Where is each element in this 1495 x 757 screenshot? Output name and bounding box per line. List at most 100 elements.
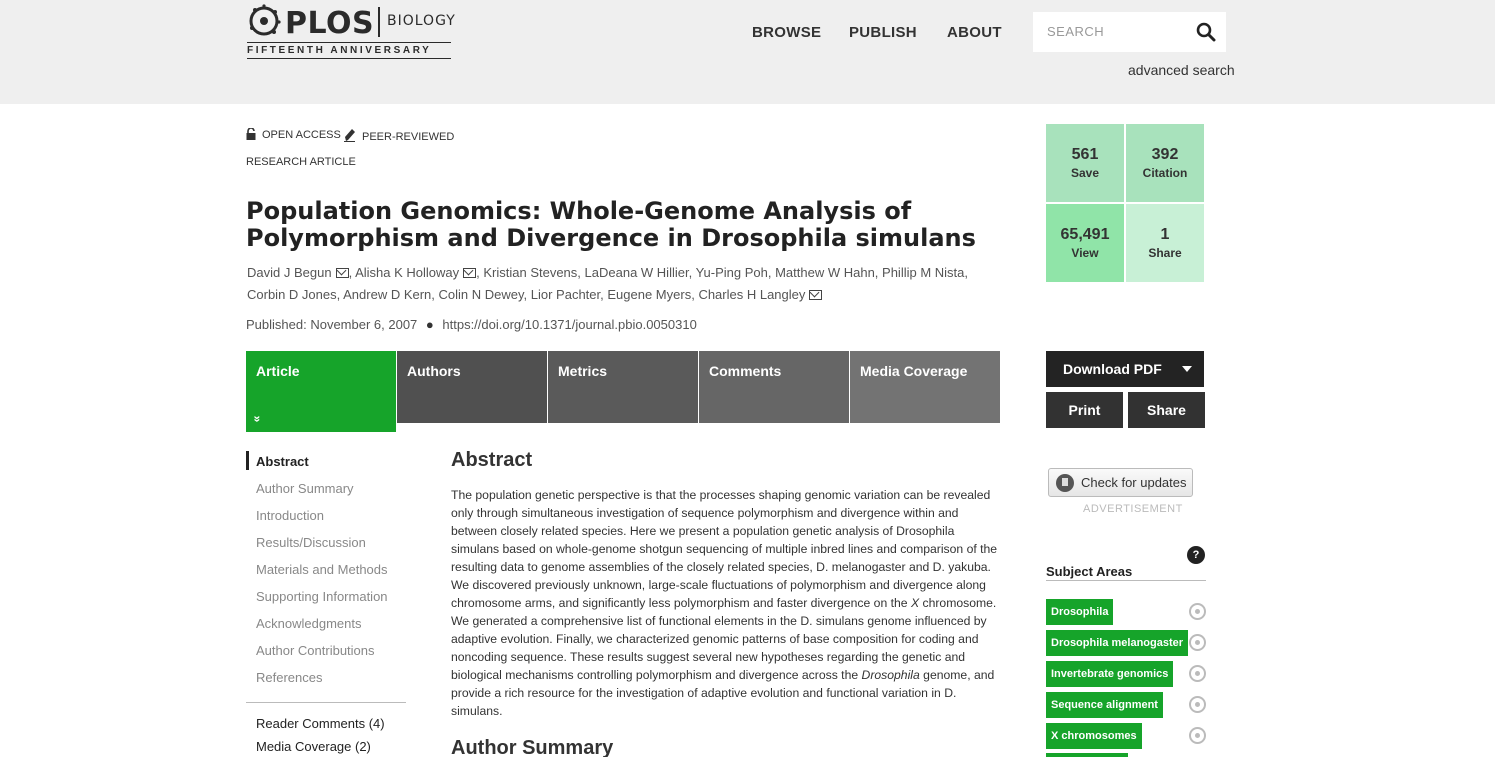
author-name[interactable]: Charles H Langley <box>698 287 806 302</box>
envelope-icon[interactable] <box>463 268 477 278</box>
toc-results-discussion[interactable]: Results/Discussion <box>256 535 366 550</box>
peer-reviewed-badge[interactable]: PEER-REVIEWED <box>344 128 454 143</box>
metric-value: 392 <box>1151 146 1179 163</box>
abstract-text: The population genetic perspective is th… <box>451 486 1004 720</box>
author-name[interactable]: Yu-Ping Poh <box>695 265 768 280</box>
site-header: PLOS BIOLOGY FIFTEENTH ANNIVERSARY BROWS… <box>0 0 1495 104</box>
abstract-italic-x: X <box>910 596 920 610</box>
subject-tag[interactable]: X chromosomes <box>1046 723 1142 749</box>
download-pdf-button[interactable]: Download PDF <box>1046 351 1204 387</box>
subject-tag[interactable]: Drosophila melanogaster <box>1046 630 1189 656</box>
author-name[interactable]: Andrew D Kern <box>343 287 432 302</box>
help-icon[interactable]: ? <box>1187 546 1205 564</box>
plos-globe-icon <box>249 4 281 36</box>
envelope-icon[interactable] <box>335 268 349 278</box>
check-updates-label: Check for updates <box>1081 475 1187 490</box>
print-button[interactable]: Print <box>1046 392 1123 428</box>
subject-tag[interactable]: Drosophila <box>1046 599 1114 625</box>
logo-journal: BIOLOGY <box>387 13 456 29</box>
metric-label: Share <box>1148 246 1182 260</box>
toc-materials-methods[interactable]: Materials and Methods <box>256 562 388 577</box>
nav-browse[interactable]: BROWSE <box>752 24 822 41</box>
nav-publish[interactable]: PUBLISH <box>849 24 917 41</box>
author-name[interactable]: Eugene Myers <box>607 287 692 302</box>
published-date: Published: November 6, 2007 <box>246 317 418 332</box>
open-lock-icon <box>246 127 256 140</box>
envelope-icon[interactable] <box>809 290 823 300</box>
author-name[interactable]: Corbin D Jones <box>247 287 337 302</box>
metric-label: View <box>1071 246 1099 260</box>
article-metrics: 561 Save 392 Citation 65,491 View 1 Share <box>1046 124 1205 283</box>
author-name[interactable]: LaDeana W Hillier <box>584 265 689 280</box>
share-button[interactable]: Share <box>1128 392 1205 428</box>
logo-brand: PLOS <box>285 6 375 41</box>
article-tabs: Article » Authors Metrics Comments Media… <box>246 351 1000 433</box>
tab-label: Comments <box>709 363 782 379</box>
author-name[interactable]: David J Begun <box>247 265 332 280</box>
article-title: Population Genomics: Whole-Genome Analys… <box>246 197 976 252</box>
toc-divider <box>246 702 406 703</box>
logo-anniversary: FIFTEENTH ANNIVERSARY <box>247 45 432 56</box>
logo-rule <box>247 58 451 59</box>
advertisement-label: ADVERTISEMENT <box>1083 503 1183 515</box>
target-icon[interactable] <box>1189 665 1206 682</box>
tab-article[interactable]: Article » <box>246 351 396 432</box>
plos-biology-logo[interactable]: PLOS BIOLOGY FIFTEENTH ANNIVERSARY <box>247 4 457 62</box>
subject-tag-partial <box>1046 753 1128 757</box>
search-icon[interactable] <box>1196 22 1216 42</box>
author-name[interactable]: Lior Pachter <box>530 287 601 302</box>
metric-label: Citation <box>1142 166 1188 180</box>
target-icon[interactable] <box>1189 696 1206 713</box>
abstract-italic-genus: Drosophila <box>861 668 920 682</box>
nav-about[interactable]: ABOUT <box>947 24 1002 41</box>
toc-supporting-information[interactable]: Supporting Information <box>256 589 388 604</box>
subject-tag[interactable]: Invertebrate genomics <box>1046 661 1174 687</box>
tab-label: Authors <box>407 363 461 379</box>
search-box <box>1033 12 1226 52</box>
toc-media-coverage[interactable]: Media Coverage (2) <box>256 739 371 754</box>
tab-label: Article <box>256 363 300 379</box>
open-access-badge[interactable]: OPEN ACCESS <box>246 127 341 141</box>
logo-divider <box>378 7 380 37</box>
metric-citations[interactable]: 392 Citation <box>1126 124 1204 202</box>
metric-shares[interactable]: 1 Share <box>1126 204 1204 282</box>
author-name[interactable]: Phillip M Nista <box>882 265 965 280</box>
metric-value: 1 <box>1160 226 1170 243</box>
tab-metrics[interactable]: Metrics <box>548 351 698 423</box>
author-name[interactable]: Colin N Dewey <box>438 287 524 302</box>
metric-label: Save <box>1070 166 1100 180</box>
logo-rule <box>247 42 451 43</box>
metric-saves[interactable]: 561 Save <box>1046 124 1124 202</box>
toc-introduction[interactable]: Introduction <box>256 508 324 523</box>
toc-abstract[interactable]: Abstract <box>256 454 309 469</box>
toc-acknowledgments[interactable]: Acknowledgments <box>256 616 362 631</box>
abstract-text-part: genome, and provide a rich resource for … <box>451 668 995 718</box>
target-icon[interactable] <box>1189 727 1206 744</box>
toc-reader-comments[interactable]: Reader Comments (4) <box>256 716 385 731</box>
author-name[interactable]: Alisha K Holloway <box>355 265 460 280</box>
article-type: RESEARCH ARTICLE <box>246 156 356 168</box>
subject-tag[interactable]: Sequence alignment <box>1046 692 1163 718</box>
peer-reviewed-label: PEER-REVIEWED <box>362 131 455 143</box>
search-input[interactable] <box>1047 24 1187 39</box>
target-icon[interactable] <box>1189 634 1206 651</box>
author-name[interactable]: Kristian Stevens <box>483 265 578 280</box>
toc-references[interactable]: References <box>256 670 323 685</box>
tab-comments[interactable]: Comments <box>699 351 849 423</box>
subject-areas-heading: Subject Areas <box>1046 564 1133 579</box>
tab-authors[interactable]: Authors <box>397 351 547 423</box>
download-pdf-label: Download PDF <box>1063 361 1162 377</box>
tab-media-coverage[interactable]: Media Coverage <box>850 351 1000 423</box>
target-icon[interactable] <box>1189 603 1206 620</box>
metric-views[interactable]: 65,491 View <box>1046 204 1124 282</box>
metric-value: 561 <box>1071 146 1099 163</box>
toc-active-indicator <box>246 451 249 470</box>
toc-author-contributions[interactable]: Author Contributions <box>256 643 375 658</box>
check-for-updates-button[interactable]: Check for updates <box>1048 468 1193 497</box>
caret-down-icon[interactable] <box>1182 366 1192 372</box>
author-name[interactable]: Matthew W Hahn <box>775 265 875 280</box>
doi-link[interactable]: https://doi.org/10.1371/journal.pbio.005… <box>442 317 697 332</box>
advanced-search-link[interactable]: advanced search <box>1128 62 1235 78</box>
toc-author-summary[interactable]: Author Summary <box>256 481 354 496</box>
bullet-separator: ● <box>425 317 434 332</box>
